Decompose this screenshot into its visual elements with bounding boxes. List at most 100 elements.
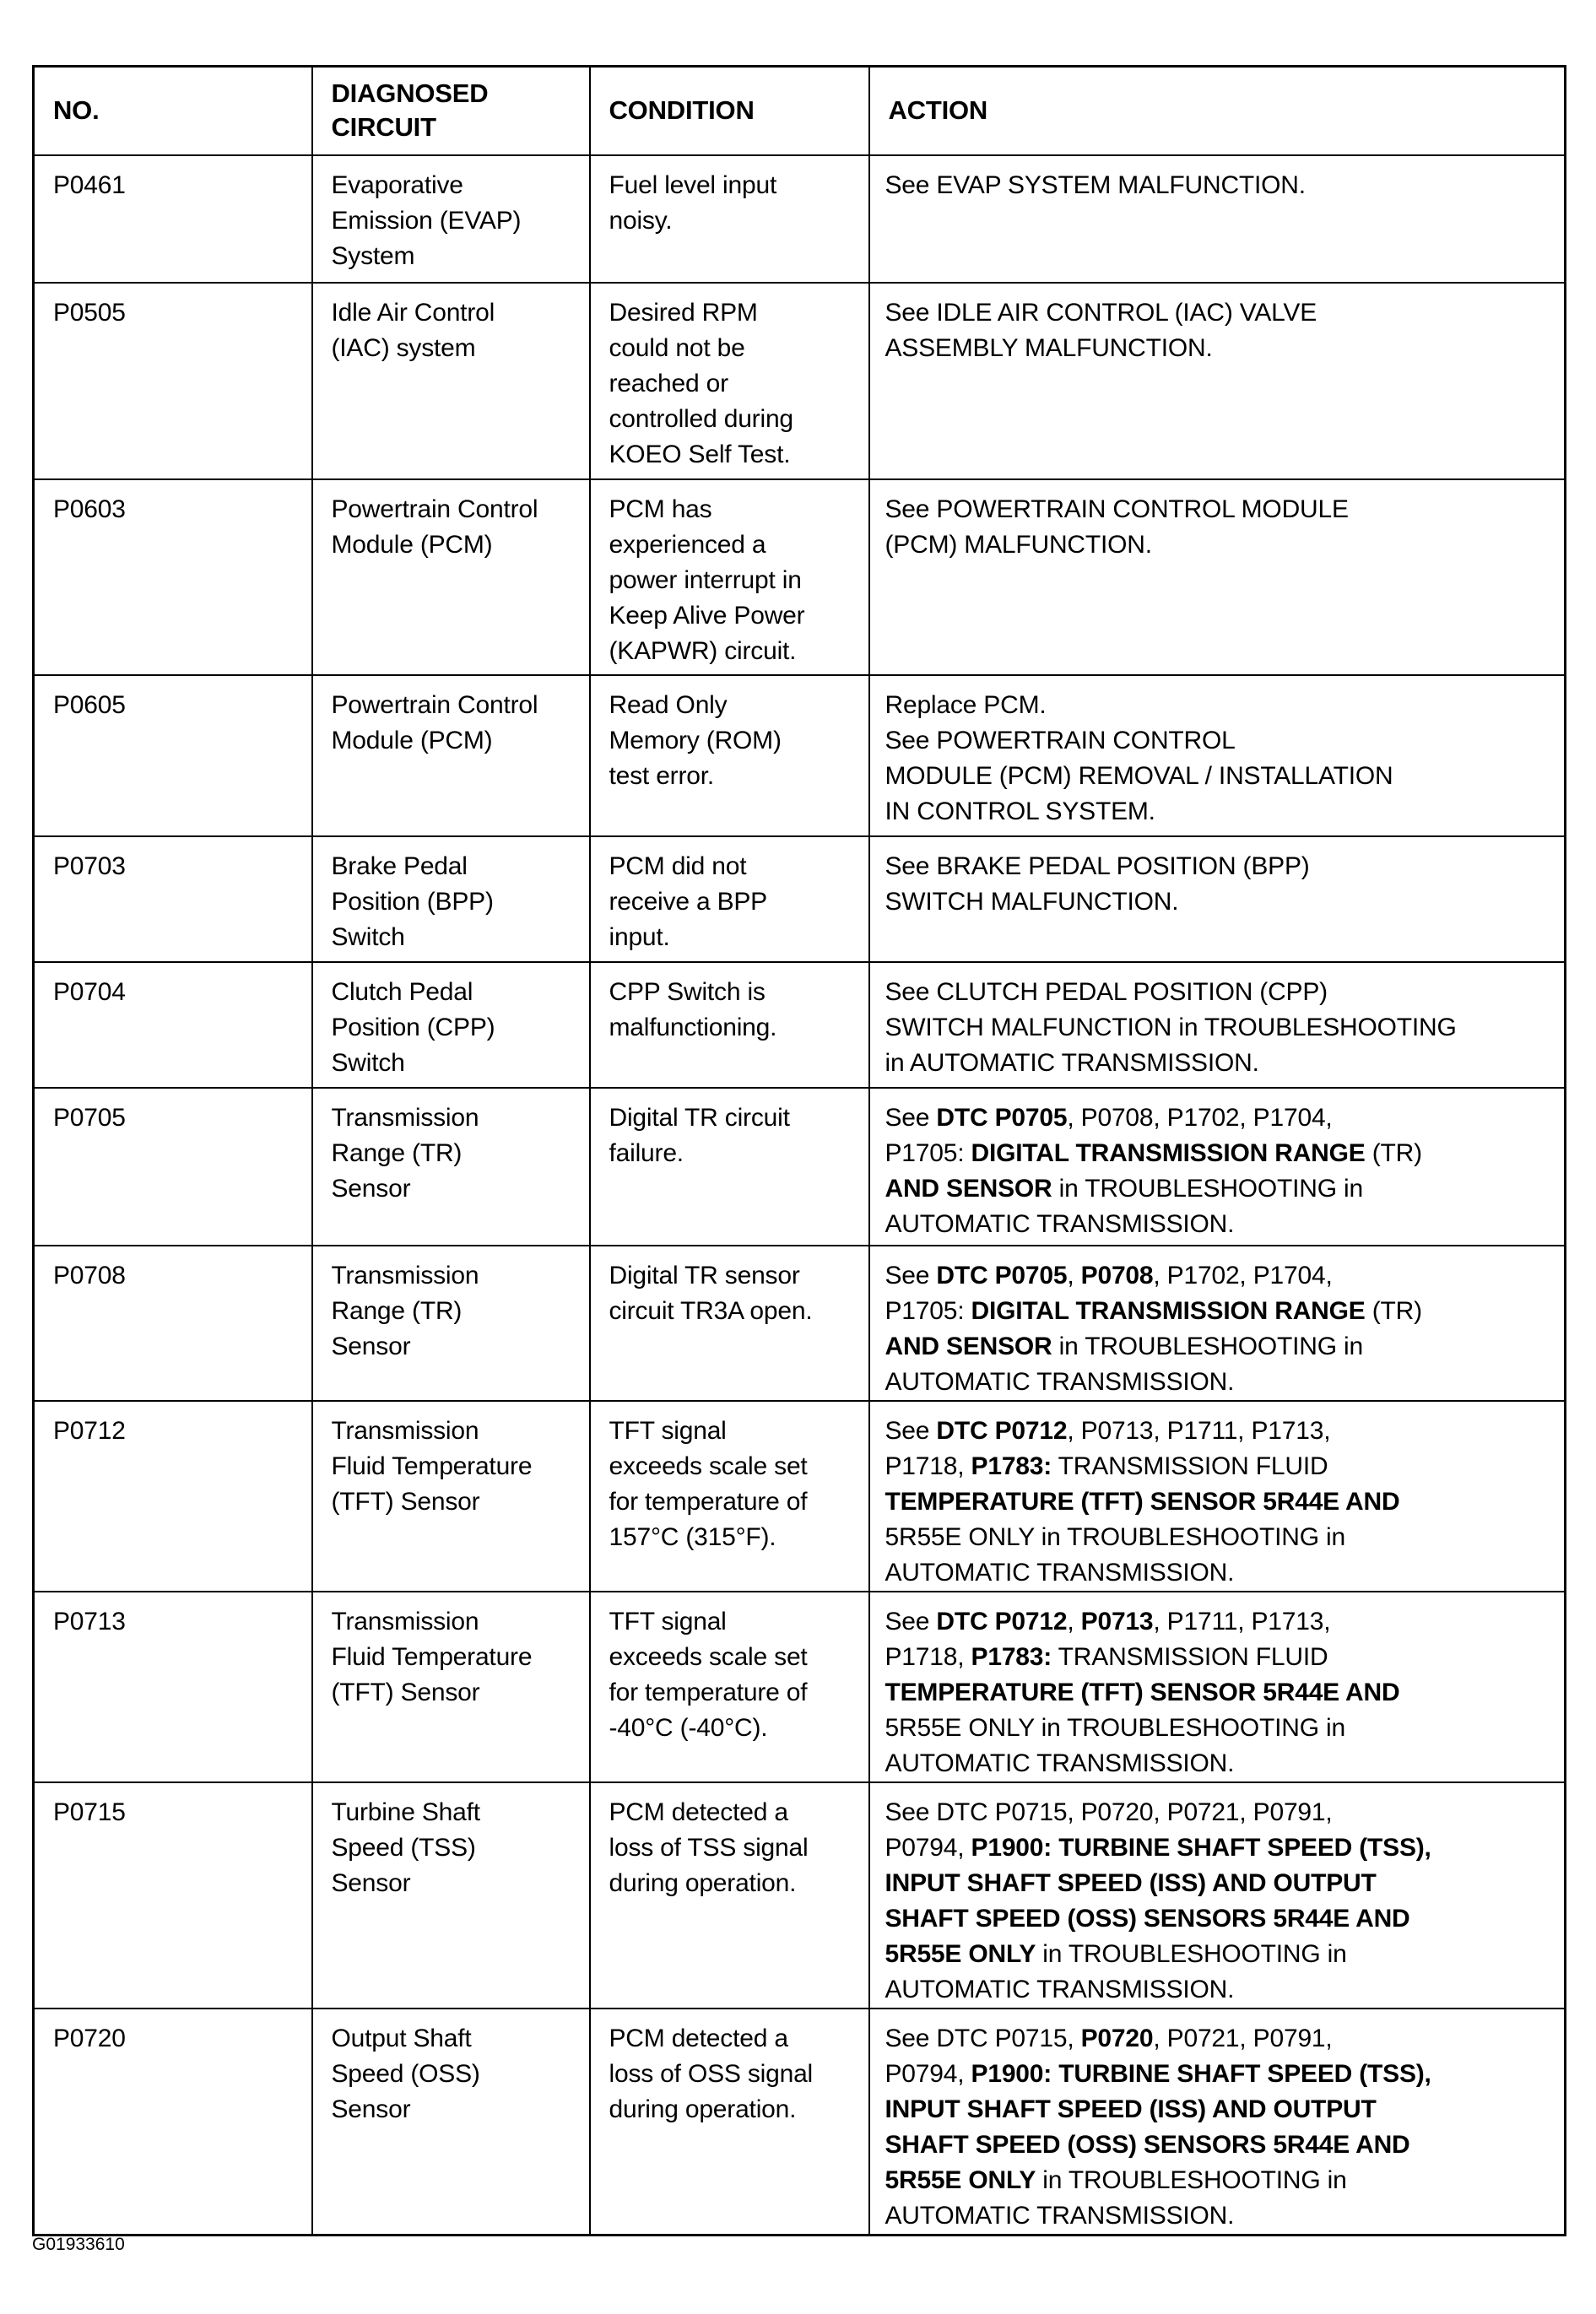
- header-row: NO. DIAGNOSED CIRCUIT CONDITION ACTION: [32, 65, 1566, 156]
- action-line: See DTC P0705, P0708, P1702, P1704,: [885, 1100, 1556, 1136]
- diagnosed-circuit: Output Shaft Speed (OSS) Sensor: [311, 2007, 591, 2236]
- circuit-line: Switch: [331, 1048, 405, 1077]
- condition: CPP Switch is malfunctioning.: [588, 960, 870, 1089]
- action: See CLUTCH PEDAL POSITION (CPP) SWITCH MA…: [868, 960, 1566, 1089]
- circuit-line: Transmission: [331, 1103, 479, 1132]
- action-line: INPUT SHAFT SPEED (ISS) AND OUTPUT: [885, 1866, 1556, 1901]
- condition-line: power interrupt in: [609, 565, 802, 594]
- action: See DTC P0705, P0708, P1702, P1704, P1705…: [868, 1244, 1566, 1402]
- action-text: AUTOMATIC TRANSMISSION.: [885, 1749, 1235, 1777]
- action-line: P1718, P1783: TRANSMISSION FLUID: [885, 1449, 1556, 1484]
- action-bold-text: SHAFT SPEED (OSS) SENSORS 5R44E AND: [885, 1904, 1410, 1933]
- action-line: P1718, P1783: TRANSMISSION FLUID: [885, 1640, 1556, 1675]
- diagnosed-circuit: Turbine Shaft Speed (TSS) Sensor: [311, 1781, 591, 2009]
- action-text: P1718,: [885, 1642, 971, 1671]
- figure-id: G01933610: [32, 2235, 125, 2254]
- table-row: P0713 Transmission Fluid Temperature (TFT) …: [32, 1590, 1566, 1783]
- action: See BRAKE PEDAL POSITION (BPP) SWITCH MAL…: [868, 835, 1566, 963]
- table-row: P0461 Evaporative Emission (EVAP) System Fue…: [32, 154, 1566, 284]
- action-text: , P0713, P1711, P1713,: [1067, 1416, 1331, 1445]
- circuit-line: Module (PCM): [331, 726, 493, 754]
- circuit-line: Turbine Shaft: [331, 1798, 481, 1826]
- action-text: P1718,: [885, 1452, 971, 1480]
- circuit-line: Emission (EVAP): [331, 206, 522, 235]
- diagnosed-circuit: Brake Pedal Position (BPP) Switch: [311, 835, 591, 963]
- circuit-line: (TFT) Sensor: [331, 1678, 480, 1706]
- condition-line: for temperature of: [609, 1487, 808, 1516]
- dtc-number: P0703: [32, 835, 313, 963]
- header-action: ACTION: [868, 65, 1566, 156]
- condition-line: experienced a: [609, 530, 766, 559]
- action-bold-text: INPUT SHAFT SPEED (ISS) AND OUTPUT: [885, 2095, 1377, 2123]
- circuit-line: Idle Air Control: [331, 298, 495, 327]
- table-row: P0704 Clutch Pedal Position (CPP) Switch CPP…: [32, 960, 1566, 1089]
- action-line: SWITCH MALFUNCTION in TROUBLESHOOTING: [885, 1010, 1556, 1046]
- circuit-line: (IAC) system: [331, 333, 476, 362]
- dtc-number: P0708: [32, 1244, 313, 1402]
- condition-line: noisy.: [609, 206, 673, 235]
- table-row: P0705 Transmission Range (TR) Sensor Digital…: [32, 1086, 1566, 1246]
- condition-line: controlled during: [609, 404, 794, 433]
- action-line: 5R55E ONLY in TROUBLESHOOTING in: [885, 1711, 1556, 1746]
- action-text: P1705:: [885, 1138, 971, 1167]
- condition: Fuel level input noisy.: [588, 154, 870, 284]
- action-text: See: [885, 1261, 937, 1289]
- action-text: SWITCH MALFUNCTION: [885, 1013, 1172, 1041]
- action-text: P0794,: [885, 2059, 971, 2088]
- action-text: IN CONTROL SYSTEM.: [885, 797, 1156, 825]
- action-line: AND SENSOR in TROUBLESHOOTING in: [885, 1329, 1556, 1365]
- condition: Digital TR circuit failure.: [588, 1086, 870, 1246]
- circuit-line: Sensor: [331, 1332, 411, 1360]
- condition-line: circuit TR3A open.: [609, 1296, 813, 1325]
- action-text: ,: [1067, 1261, 1081, 1289]
- action-text: TRANSMISSION FLUID: [1052, 1452, 1328, 1480]
- diagnosed-circuit: Transmission Range (TR) Sensor: [311, 1244, 591, 1402]
- action-line: INPUT SHAFT SPEED (ISS) AND OUTPUT: [885, 2092, 1556, 2127]
- action-text: in TROUBLESHOOTING in: [1034, 1522, 1346, 1551]
- condition-line: Digital TR sensor: [609, 1261, 800, 1289]
- action-text: in TROUBLESHOOTING in: [1034, 1713, 1346, 1742]
- header-no: NO.: [32, 65, 313, 156]
- action-text: See EVAP SYSTEM MALFUNCTION.: [885, 170, 1307, 199]
- circuit-line: (TFT) Sensor: [331, 1487, 480, 1516]
- condition-line: exceeds scale set: [609, 1452, 808, 1480]
- condition-line: reached or: [609, 369, 729, 397]
- action-line: See POWERTRAIN CONTROL MODULE: [885, 492, 1556, 527]
- action-bold-text: SHAFT SPEED (OSS) SENSORS 5R44E AND: [885, 2130, 1410, 2159]
- circuit-line: Module (PCM): [331, 530, 493, 559]
- action-text: SWITCH MALFUNCTION.: [885, 887, 1179, 916]
- action-text: , P0708, P1702, P1704,: [1067, 1103, 1333, 1132]
- action-text: ,: [1067, 1607, 1081, 1635]
- condition-line: during operation.: [609, 1868, 797, 1897]
- action-text: P1705:: [885, 1296, 971, 1325]
- condition-line: loss of TSS signal: [609, 1833, 809, 1862]
- header-condition: CONDITION: [588, 65, 870, 156]
- action-bold-text: P1900: TURBINE SHAFT SPEED (TSS),: [971, 2059, 1431, 2088]
- dtc-table: NO. DIAGNOSED CIRCUIT CONDITION ACTION P0…: [32, 65, 1566, 2236]
- circuit-line: Powertrain Control: [331, 690, 538, 719]
- action-bold-text: INPUT SHAFT SPEED (ISS) AND OUTPUT: [885, 1868, 1377, 1897]
- table-row: P0712 Transmission Fluid Temperature (TFT) …: [32, 1399, 1566, 1592]
- circuit-line: Brake Pedal: [331, 852, 468, 880]
- action: See EVAP SYSTEM MALFUNCTION.: [868, 154, 1566, 284]
- action-text: AUTOMATIC TRANSMISSION.: [885, 1975, 1235, 2003]
- circuit-line: Range (TR): [331, 1138, 463, 1167]
- action-line: AUTOMATIC TRANSMISSION.: [885, 1746, 1556, 1781]
- condition: TFT signal exceeds scale set for temperatu…: [588, 1590, 870, 1783]
- action-text: MODULE (PCM) REMOVAL / INSTALLATION: [885, 761, 1393, 790]
- action: See DTC P0715, P0720, P0721, P0791, P0794…: [868, 1781, 1566, 2009]
- action-line: See EVAP SYSTEM MALFUNCTION.: [885, 168, 1556, 203]
- action-text: See BRAKE PEDAL POSITION (BPP): [885, 852, 1310, 880]
- action-text: , P0721, P0791,: [1153, 2024, 1333, 2052]
- action-bold-text: P0708: [1080, 1261, 1154, 1289]
- table-row: P0505 Idle Air Control (IAC) system Desired…: [32, 281, 1566, 480]
- diagnosed-circuit: Transmission Range (TR) Sensor: [311, 1086, 591, 1246]
- condition-line: 157°C (315°F).: [609, 1522, 776, 1551]
- condition: PCM did not receive a BPP input.: [588, 835, 870, 963]
- condition: Digital TR sensor circuit TR3A open.: [588, 1244, 870, 1402]
- action-line: SWITCH MALFUNCTION.: [885, 884, 1556, 920]
- diagnosed-circuit: Evaporative Emission (EVAP) System: [311, 154, 591, 284]
- action-text: AUTOMATIC TRANSMISSION.: [885, 1209, 1235, 1238]
- action-text: AUTOMATIC TRANSMISSION.: [885, 1367, 1235, 1396]
- condition: Desired RPM could not be reached or control…: [588, 281, 870, 480]
